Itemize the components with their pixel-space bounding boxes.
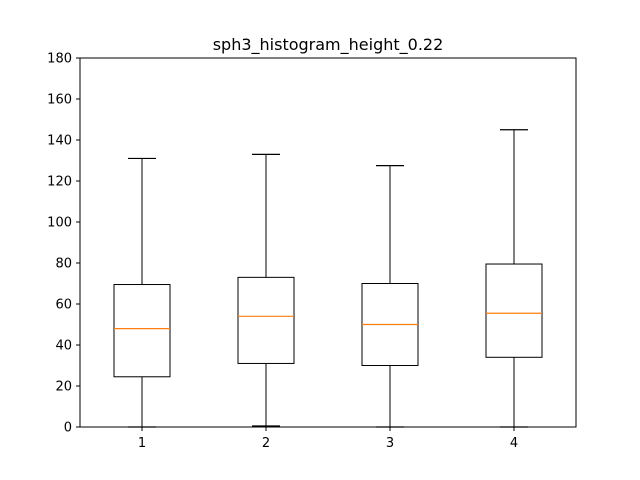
y-tick-label: 140: [47, 134, 72, 149]
box-body: [485, 263, 543, 358]
x-tick-label: 1: [138, 436, 146, 451]
y-tick-label: 100: [47, 216, 72, 231]
box-body: [237, 276, 295, 364]
axes-frame: [79, 57, 577, 428]
y-tick-label: 60: [55, 298, 72, 313]
x-tick-label: 2: [262, 436, 270, 451]
box-body: [113, 284, 171, 378]
box-3: [361, 165, 419, 428]
y-tick-label: 160: [47, 93, 72, 108]
y-tick-label: 180: [47, 52, 72, 67]
x-tick-label: 4: [510, 436, 518, 451]
chart-title: sph3_histogram_height_0.22: [213, 35, 444, 55]
box-4: [485, 129, 543, 428]
y-tick-label: 80: [55, 257, 72, 272]
x-tick-label: 3: [386, 436, 394, 451]
y-axis: 0 20 40 60 80 100 120 140 160 180: [47, 52, 80, 436]
y-tick-label: 40: [55, 339, 72, 354]
y-tick-label: 0: [64, 421, 72, 436]
y-tick-label: 20: [55, 380, 72, 395]
box-2: [237, 153, 295, 427]
y-tick-label: 120: [47, 175, 72, 190]
plot-area: [113, 129, 543, 428]
x-axis: 1 2 3 4: [138, 427, 518, 451]
box-1: [113, 157, 171, 428]
